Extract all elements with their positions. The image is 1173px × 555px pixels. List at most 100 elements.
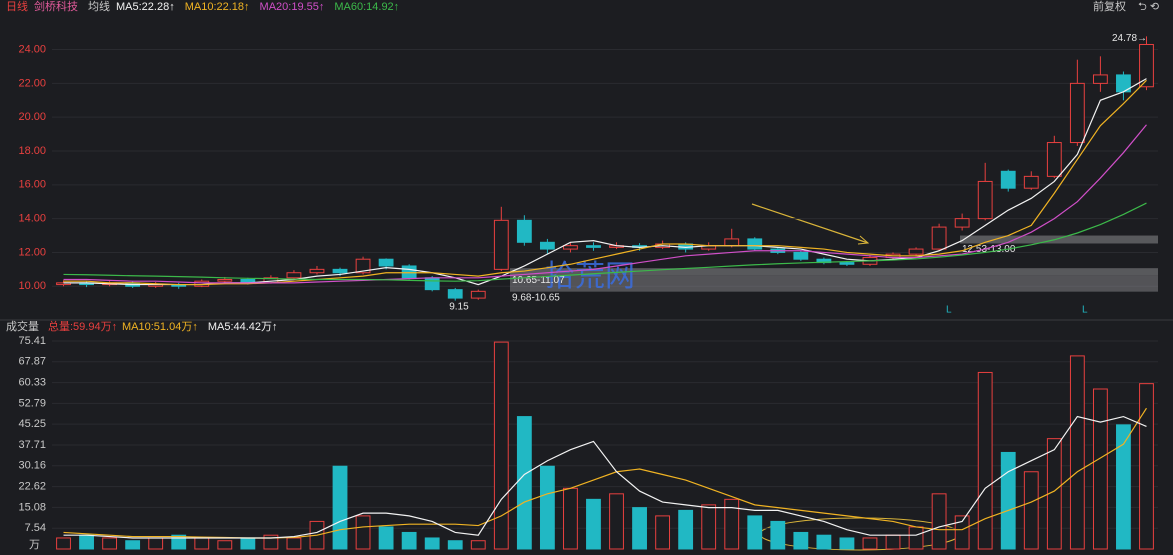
zone-label: 12.53-13.00 bbox=[962, 244, 1016, 255]
volume-bar bbox=[378, 526, 394, 550]
candle-body bbox=[355, 258, 371, 274]
volume-bar bbox=[655, 515, 671, 550]
y-tick-label: 67.87 bbox=[18, 356, 46, 368]
zone-label: 9.68-10.65 bbox=[512, 292, 560, 303]
candle-body bbox=[332, 268, 348, 274]
candle-body bbox=[470, 290, 486, 299]
volume-bar bbox=[586, 498, 601, 550]
adjust[interactable]: 前复权 bbox=[1093, 0, 1126, 13]
volume-bar bbox=[516, 416, 532, 550]
candle-body bbox=[977, 180, 993, 220]
volume-bar bbox=[1116, 424, 1131, 550]
ma-line bbox=[63, 202, 1147, 282]
volume-bar bbox=[862, 537, 878, 550]
y-tick-label: 24.00 bbox=[18, 43, 46, 55]
volume-bar bbox=[79, 534, 94, 550]
annotation: L bbox=[946, 305, 952, 316]
legend-entry: MA10:51.04万↑ bbox=[122, 321, 198, 333]
volume-title: 成交量 bbox=[6, 319, 39, 333]
volume-bar bbox=[931, 493, 947, 550]
y-tick-label: 75.41 bbox=[18, 335, 46, 347]
volume-bar bbox=[424, 537, 440, 550]
candle-body bbox=[539, 241, 555, 250]
volume-bar bbox=[770, 520, 786, 550]
volume-bar bbox=[263, 534, 279, 550]
volume-total: 总量:59.94万↑ bbox=[48, 319, 117, 333]
ma-line bbox=[63, 124, 1147, 284]
volume-bar bbox=[1000, 451, 1016, 550]
volume-bar bbox=[724, 498, 740, 550]
candle-body bbox=[309, 268, 325, 274]
volume-bar bbox=[1023, 471, 1039, 550]
candle-body bbox=[586, 245, 601, 248]
ma-label[interactable]: 均线 bbox=[88, 0, 110, 13]
legend-entry: MA20:19.55↑ bbox=[260, 1, 325, 13]
legend-entry: MA5:22.28↑ bbox=[116, 1, 175, 13]
period[interactable]: 日线 bbox=[6, 0, 28, 13]
y-tick-label: 7.54 bbox=[25, 522, 46, 534]
y-tick-label: 60.33 bbox=[18, 376, 46, 388]
candle-body bbox=[217, 278, 233, 282]
candle-body bbox=[516, 219, 532, 243]
icon[interactable]: ⮌ ⟲ bbox=[1138, 1, 1159, 13]
legend-entry: MA10:22.18↑ bbox=[185, 1, 250, 13]
volume-bar bbox=[816, 534, 832, 550]
volume-bar bbox=[470, 540, 486, 550]
candle-body bbox=[1069, 82, 1085, 144]
y-tick-label: 18.00 bbox=[18, 145, 46, 157]
volume-bar bbox=[56, 537, 71, 550]
candle-body bbox=[747, 238, 763, 250]
volume-bar bbox=[332, 465, 348, 550]
candle-body bbox=[401, 265, 417, 279]
volume-bar bbox=[839, 537, 855, 550]
legend-entry: MA5:44.42万↑ bbox=[208, 321, 278, 333]
y-tick-label: 20.00 bbox=[18, 111, 46, 123]
volume-bar bbox=[217, 540, 233, 550]
volume-bar bbox=[240, 537, 256, 550]
volume-bar bbox=[125, 540, 141, 550]
volume-bar bbox=[747, 515, 763, 550]
legend-entry: MA60:14.92↑ bbox=[334, 1, 399, 13]
candle-body bbox=[424, 277, 440, 291]
volume-bar bbox=[977, 371, 993, 550]
ma-line bbox=[63, 415, 1147, 539]
volume-bar bbox=[1092, 388, 1108, 550]
volume-unit: 万 bbox=[29, 539, 40, 551]
y-tick-label: 22.62 bbox=[18, 481, 46, 493]
volume-bar bbox=[954, 515, 970, 550]
candle-body bbox=[1023, 175, 1039, 189]
volume-bar bbox=[908, 526, 924, 550]
volume-bar bbox=[632, 507, 647, 550]
volume-bar bbox=[793, 531, 809, 550]
y-tick-label: 16.00 bbox=[18, 179, 46, 191]
volume-bar bbox=[678, 509, 694, 550]
volume-bar bbox=[286, 537, 302, 550]
y-tick-label: 10.00 bbox=[18, 280, 46, 292]
zone-label: 10.65-11.07 bbox=[512, 275, 565, 286]
candle-body bbox=[931, 226, 947, 250]
volume-bar bbox=[102, 537, 118, 550]
volume-bar bbox=[1069, 355, 1085, 550]
arrow-head bbox=[857, 235, 870, 245]
candle-body bbox=[286, 272, 302, 279]
volume-bar bbox=[493, 341, 509, 550]
volume-bar bbox=[194, 537, 210, 550]
volume-bar bbox=[148, 537, 164, 550]
y-tick-label: 45.25 bbox=[18, 418, 46, 430]
candle-body bbox=[563, 245, 578, 250]
support-zone bbox=[960, 235, 1158, 244]
trend-arrow bbox=[751, 203, 869, 244]
volume-bar bbox=[539, 465, 555, 550]
candle-body bbox=[1092, 74, 1108, 84]
candle-body bbox=[954, 218, 970, 228]
volume-bar bbox=[355, 515, 371, 550]
candle-body bbox=[447, 289, 463, 299]
y-tick-label: 15.08 bbox=[18, 501, 46, 513]
candle-body bbox=[1139, 43, 1154, 88]
annotation: L bbox=[1082, 305, 1088, 316]
candle-body bbox=[1046, 142, 1062, 177]
candle-body bbox=[793, 251, 809, 260]
support-zone bbox=[510, 268, 1158, 276]
annotation: 9.15 bbox=[449, 301, 469, 312]
